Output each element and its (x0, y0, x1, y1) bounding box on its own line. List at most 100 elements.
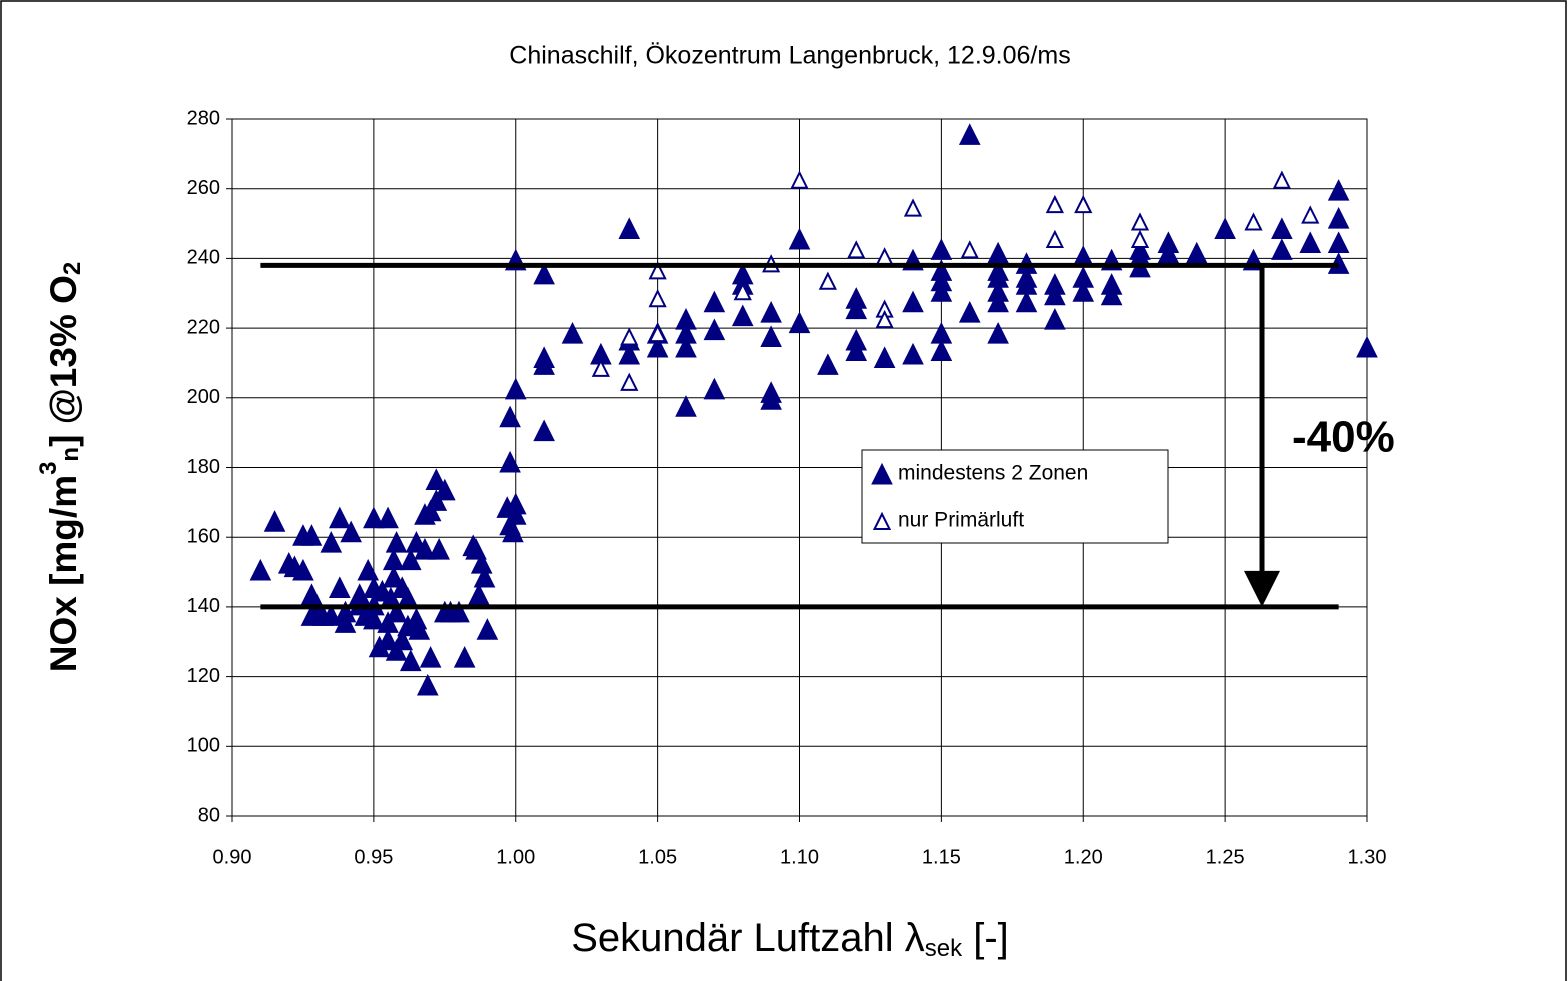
data-point (1271, 238, 1293, 260)
data-point (1272, 170, 1291, 189)
arrow-head (1244, 570, 1281, 607)
chart-title: Chinaschilf, Ökozentrum Langenbruck, 12.… (509, 42, 1070, 70)
data-point (504, 377, 527, 400)
data-point (1044, 308, 1066, 330)
data-point (675, 395, 697, 417)
data-point (646, 335, 669, 358)
data-point (499, 405, 521, 428)
data-point (382, 548, 405, 571)
data-point (873, 346, 896, 368)
legend-marker (872, 511, 892, 530)
data-point (902, 342, 924, 365)
data-point (334, 600, 357, 623)
data-point (1100, 283, 1123, 306)
data-point (320, 531, 343, 553)
data-point (399, 649, 422, 672)
data-point (620, 372, 639, 391)
data-point (958, 123, 981, 145)
data-point (788, 311, 811, 334)
data-point (987, 290, 1009, 313)
data-point (1130, 229, 1150, 248)
data-point (533, 262, 555, 285)
data-point (561, 321, 584, 344)
data-point (357, 558, 380, 581)
data-point (502, 520, 524, 543)
data-point (473, 565, 496, 588)
data-point (434, 478, 456, 501)
y-tick-label: 220 (187, 316, 220, 338)
y-tick-label: 260 (187, 177, 220, 199)
data-point (760, 325, 782, 348)
data-point (1299, 231, 1322, 253)
x-tick-label: 1.20 (1064, 846, 1103, 868)
data-point (1356, 335, 1378, 358)
data-point (1044, 283, 1066, 306)
data-point (377, 506, 399, 529)
y-tick-label: 280 (187, 107, 220, 129)
data-point (448, 600, 470, 623)
data-point (675, 335, 697, 358)
x-tick-label: 0.95 (354, 846, 393, 868)
data-point (329, 506, 351, 529)
data-point (1072, 280, 1095, 302)
data-point (1327, 179, 1350, 201)
data-point (391, 628, 414, 651)
data-point (958, 301, 981, 323)
data-point (987, 321, 1009, 344)
data-point (875, 309, 894, 329)
data-point (930, 280, 953, 302)
y-tick-label: 80 (198, 804, 220, 826)
data-point (408, 618, 431, 640)
data-point (845, 339, 868, 361)
x-tick-label: 1.00 (496, 846, 535, 868)
legend-label: mindestens 2 Zonen (898, 462, 1088, 485)
data-point (903, 198, 923, 217)
annotation: -40% (1292, 413, 1395, 462)
data-point (648, 323, 667, 343)
data-point (385, 531, 408, 553)
data-point (648, 261, 667, 280)
x-tick-label: 1.30 (1348, 846, 1387, 868)
data-point (249, 558, 272, 581)
legend-marker (871, 462, 893, 485)
x-tick-label: 1.25 (1206, 846, 1245, 868)
data-point (416, 673, 439, 696)
data-point (620, 327, 639, 346)
y-tick-label: 240 (187, 247, 220, 269)
data-point (1045, 229, 1064, 248)
y-axis-label: NOx [mg/m3n] @13% O2 (35, 262, 86, 673)
data-point (453, 646, 476, 668)
data-point (648, 288, 667, 308)
legend-box (861, 449, 1169, 544)
data-point (363, 607, 385, 630)
data-point (703, 290, 726, 313)
data-point (504, 492, 527, 515)
legend-label: nur Primärluft (898, 509, 1024, 532)
data-point (1074, 194, 1093, 214)
data-point (733, 282, 752, 301)
data-point (760, 301, 782, 323)
y-tick-label: 200 (187, 386, 220, 408)
data-point (618, 217, 641, 240)
data-point (1015, 290, 1038, 313)
data-point (818, 271, 837, 290)
data-point (703, 318, 726, 341)
x-tick-label: 1.15 (922, 846, 961, 868)
x-axis-label: Sekundär Luftzahl λsek [-] (571, 916, 1009, 963)
data-point (363, 506, 385, 529)
data-point (340, 520, 362, 543)
data-point (533, 353, 555, 375)
data-point (1244, 212, 1263, 231)
data-point (263, 510, 286, 532)
data-point (817, 353, 839, 375)
data-point (428, 538, 450, 560)
data-point (930, 339, 953, 361)
data-point (382, 565, 405, 588)
data-point (790, 170, 809, 189)
data-point (847, 240, 866, 259)
data-point (300, 524, 323, 546)
data-point (329, 576, 351, 598)
data-point (1045, 194, 1064, 214)
data-point (377, 628, 399, 651)
